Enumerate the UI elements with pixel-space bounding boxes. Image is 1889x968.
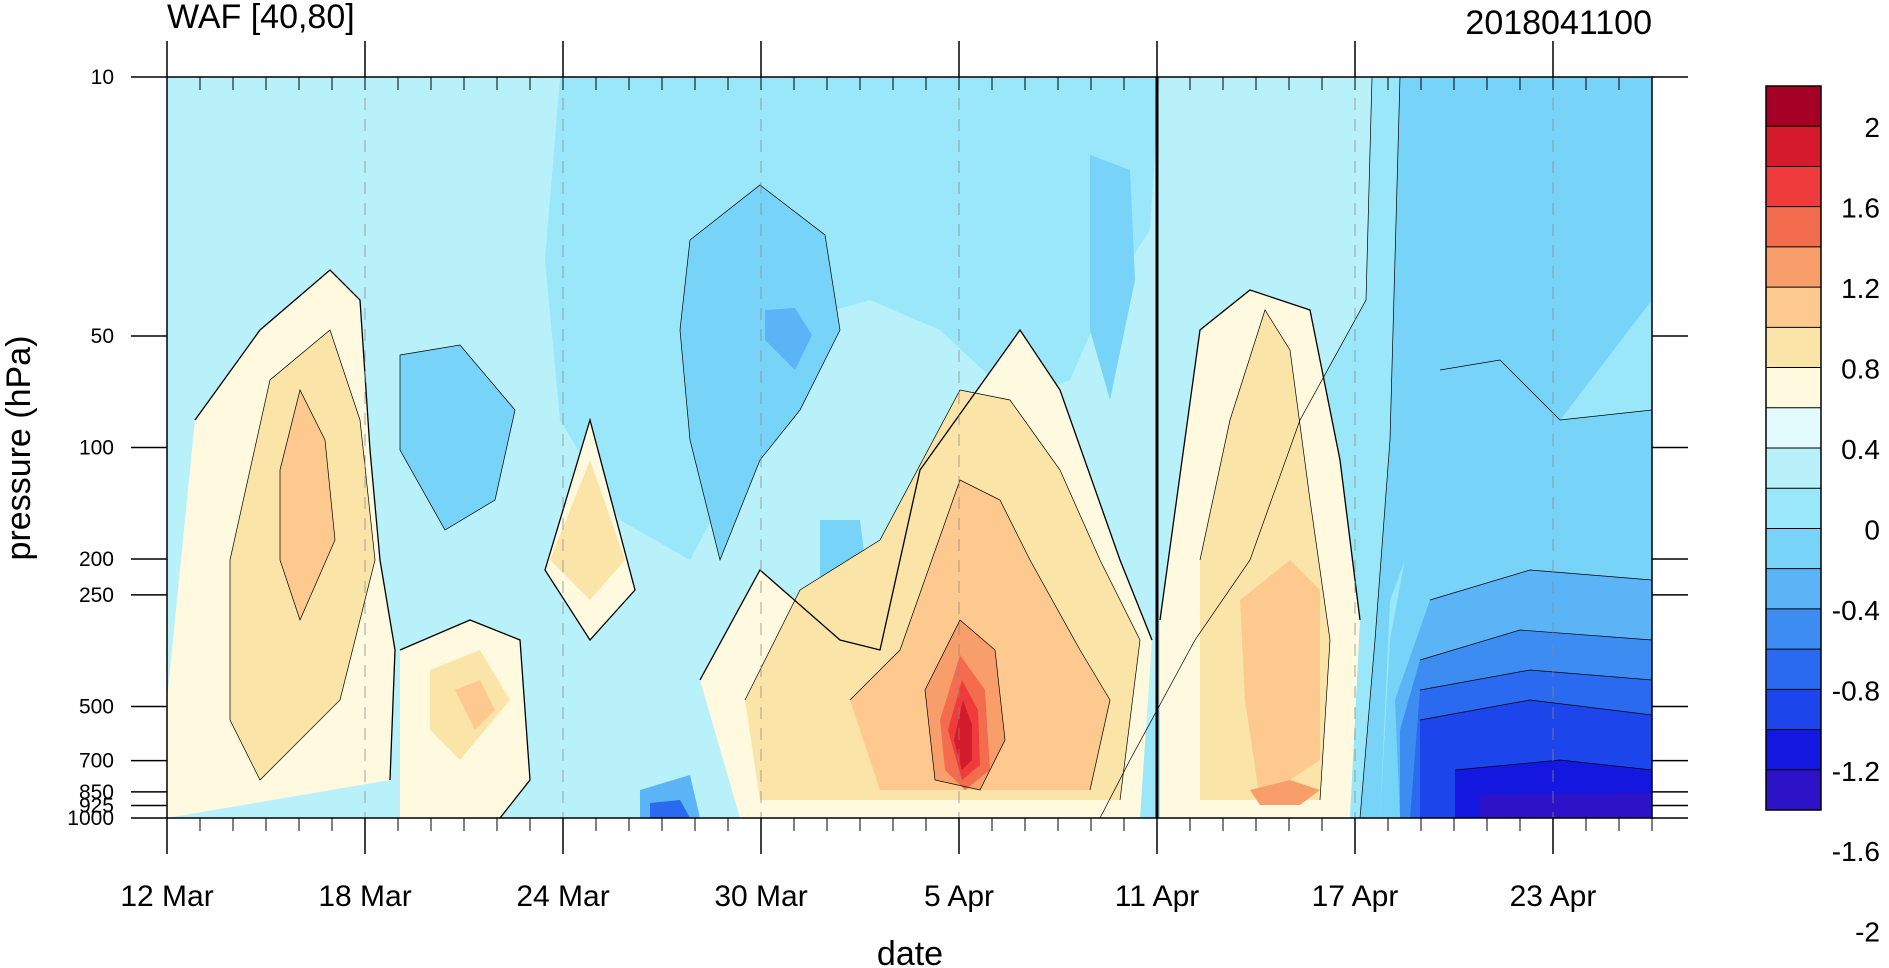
colorbar-label: 0 (1864, 514, 1880, 545)
contour-region (650, 800, 690, 818)
x-axis-label: date (877, 935, 943, 968)
colorbar-swatch (1766, 367, 1821, 409)
contour-region (1250, 780, 1320, 805)
x-tick-label: 12 Mar (120, 880, 213, 913)
contour-region (1090, 155, 1135, 400)
colorbar-swatch (1766, 166, 1821, 208)
colorbar-swatch (1766, 488, 1821, 529)
y-tick-label: 250 (79, 584, 114, 607)
colorbar-label: 1.6 (1841, 193, 1880, 224)
colorbar-swatch (1766, 287, 1821, 328)
contour-region (455, 680, 495, 730)
colorbar-swatch (1766, 126, 1821, 167)
contour-region (680, 185, 840, 560)
contour-line (699, 328, 1153, 681)
colorbar-swatch (1766, 769, 1821, 811)
x-tick-label: 17 Apr (1312, 880, 1399, 913)
contour-line (1199, 309, 1331, 801)
colorbar-swatch (1766, 246, 1821, 288)
colorbar-swatch (1766, 206, 1821, 248)
contour-line (1159, 289, 1361, 621)
colorbar-swatch (1766, 568, 1821, 610)
contour-line (1429, 569, 1652, 601)
y-tick-label: 200 (79, 548, 114, 571)
contour-field (167, 77, 1652, 818)
contour-line (924, 619, 1006, 791)
chart-title-right: 2018041100 (1465, 4, 1652, 42)
plot-area (166, 76, 1653, 819)
colorbar-label: -0.8 (1832, 675, 1880, 706)
colorbar-label: 0.8 (1841, 354, 1880, 385)
contour-region (765, 308, 812, 370)
colorbar-label: 0.4 (1841, 434, 1880, 465)
colorbar-label: -2 (1855, 917, 1880, 948)
contour-region (280, 390, 335, 620)
contour-region (1360, 77, 1652, 818)
contour-line (229, 329, 376, 781)
x-axis: 12 Mar 18 Mar 24 Mar 30 Mar 5 Apr 11 Apr 17 Ap… (120, 41, 1653, 913)
y-tick-label: 850 (79, 781, 114, 804)
colorbar-label: 1.2 (1841, 273, 1880, 304)
contour-line (1419, 669, 1652, 691)
contour-region (400, 345, 515, 530)
contour-line (1099, 77, 1373, 818)
y-tick-label: 100 (79, 437, 114, 460)
y-tick-label: 700 (79, 750, 114, 773)
colorbar-swatch (1766, 729, 1821, 771)
x-tick-label: 30 Mar (714, 880, 807, 913)
contour-lines-thin (229, 77, 1652, 818)
contour-line (1454, 759, 1652, 771)
colorbar-label: 2 (1864, 112, 1880, 143)
contour-line (1439, 359, 1652, 421)
contour-line (679, 184, 841, 562)
y-tick-label: 50 (91, 325, 114, 348)
colorbar-label: -1.6 (1832, 836, 1880, 867)
contour-line (399, 619, 531, 818)
y-tick-label: 1000 (67, 807, 114, 830)
x-tick-label: 24 Mar (516, 880, 609, 913)
colorbar-swatch (1766, 448, 1821, 489)
contour-line (1419, 629, 1652, 661)
contour-line (849, 479, 1111, 791)
contour-lines (194, 269, 1361, 818)
colorbar-swatch (1766, 86, 1821, 127)
contour-line (744, 389, 1141, 801)
y-tick-label: 10 (91, 66, 114, 89)
chart-title-left: WAF [40,80] (167, 0, 355, 36)
x-tick-label: 18 Mar (318, 880, 411, 913)
colorbar-swatch (1766, 407, 1821, 449)
x-tick-label: 5 Apr (924, 880, 994, 913)
x-tick-label: 23 Apr (1510, 880, 1597, 913)
contour-region (850, 480, 1110, 790)
contour-line (544, 417, 636, 642)
contour-region (1255, 580, 1290, 700)
colorbar-swatch (1766, 689, 1821, 731)
colorbar-label: -0.4 (1832, 595, 1880, 626)
contour-region (1480, 793, 1652, 818)
colorbar: 2 1.6 1.2 0.8 0.4 0 -0.4 -0.8 -1.2 -1.6 -2 (1765, 85, 1880, 948)
y-tick-label: 500 (79, 695, 114, 718)
contour-line (1419, 699, 1652, 721)
colorbar-frame (1765, 85, 1822, 811)
colorbar-swatch (1766, 327, 1821, 369)
colorbar-swatch (1766, 528, 1821, 570)
y-tick-label: 925 (79, 794, 114, 817)
colorbar-label: -1.2 (1832, 756, 1880, 787)
colorbar-swatch (1766, 649, 1821, 690)
contour-line (399, 344, 516, 531)
contour-line (279, 388, 336, 621)
contour-line (1359, 77, 1401, 818)
x-tick-label: 11 Apr (1115, 880, 1200, 913)
y-axis-label: pressure (hPa) (0, 336, 38, 561)
contour-region (550, 460, 625, 600)
colorbar-swatch (1766, 608, 1821, 650)
